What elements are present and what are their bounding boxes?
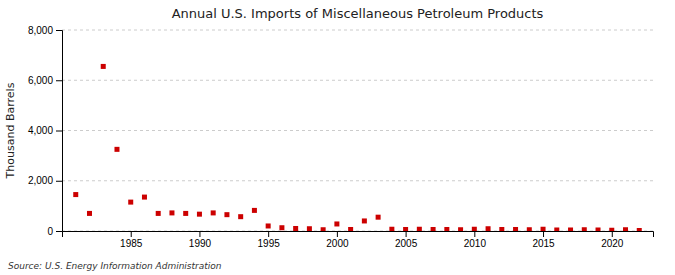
y-tick-label: 6,000 <box>28 75 53 86</box>
point <box>238 214 243 219</box>
x-tick-label: 1995 <box>258 238 281 249</box>
point <box>279 225 284 230</box>
point <box>637 228 642 231</box>
point <box>527 227 532 231</box>
point <box>252 208 257 213</box>
plot-area: 1985 1990 1995 2000 2005 2010 2015 2020 0 2,000 4,… <box>28 25 654 249</box>
point <box>431 227 436 231</box>
y-tick-label: 4,000 <box>28 125 53 136</box>
y-tick: 2,000 <box>28 175 62 186</box>
point <box>114 147 119 152</box>
y-axis: 0 2,000 4,000 6,000 8,000 <box>28 25 63 237</box>
point <box>224 212 229 217</box>
x-tick-mark <box>199 231 200 237</box>
point <box>568 227 573 231</box>
point <box>554 227 559 231</box>
point <box>348 227 353 231</box>
points <box>73 64 642 231</box>
y-axis-line <box>56 31 63 232</box>
point <box>307 226 312 231</box>
x-tick-label: 2020 <box>601 238 624 249</box>
y-tick: 8,000 <box>28 25 62 36</box>
point <box>266 223 271 228</box>
chart: 1985 1990 1995 2000 2005 2010 2015 2020 0 2,000 4,… <box>0 0 675 275</box>
grid-line <box>62 80 653 81</box>
x-tick-mark <box>131 231 132 237</box>
y-axis-title: Thousand Barrels <box>4 82 17 179</box>
point <box>183 211 188 216</box>
point <box>623 227 628 231</box>
x-tick: 1995 <box>258 231 281 249</box>
x-tick: 2000 <box>326 231 349 249</box>
point <box>142 195 147 200</box>
y-tick: 0 <box>47 226 62 237</box>
y-tick-mark <box>56 80 62 81</box>
x-tick-label: 2010 <box>464 238 487 249</box>
x-tick: 2020 <box>601 231 624 249</box>
point <box>362 218 367 223</box>
x-tick-label: 1985 <box>120 238 143 249</box>
point <box>376 215 381 220</box>
x-tick: 2015 <box>532 231 555 249</box>
point <box>472 227 477 231</box>
point <box>541 227 546 231</box>
y-tick-mark <box>56 181 62 182</box>
point <box>389 227 394 231</box>
y-tick-mark <box>56 231 62 232</box>
grid <box>62 30 653 231</box>
point <box>169 210 174 215</box>
point <box>321 227 326 231</box>
point <box>596 227 601 231</box>
source-note: Source: U.S. Energy Information Administ… <box>8 261 222 271</box>
x-tick-label: 1990 <box>189 238 212 249</box>
point <box>403 227 408 231</box>
x-tick: 2010 <box>464 231 487 249</box>
point <box>211 210 216 215</box>
point <box>582 227 587 231</box>
title: Annual U.S. Imports of Miscellaneous Pet… <box>172 6 544 21</box>
x-tick: 1985 <box>120 231 143 249</box>
x-tick-label: 2000 <box>326 238 349 249</box>
point <box>197 212 202 217</box>
point <box>486 226 491 231</box>
x-tick: 1990 <box>189 231 212 249</box>
point <box>444 227 449 231</box>
x-tick-mark <box>474 231 475 237</box>
grid-line <box>62 180 653 181</box>
point <box>156 211 161 216</box>
y-tick-mark <box>56 131 62 132</box>
point <box>87 211 92 216</box>
point <box>101 64 106 69</box>
y-tick-label: 8,000 <box>28 25 53 36</box>
point <box>334 221 339 226</box>
point <box>128 200 133 205</box>
point <box>609 228 614 231</box>
x-tick-mark <box>337 231 338 237</box>
y-tick: 4,000 <box>28 125 62 136</box>
x-axis: 1985 1990 1995 2000 2005 2010 2015 2020 <box>63 231 654 249</box>
x-axis-line <box>63 232 654 238</box>
x-tick: 2005 <box>395 231 418 249</box>
x-tick-label: 2005 <box>395 238 418 249</box>
y-tick-mark <box>56 30 62 31</box>
y-tick-label: 0 <box>47 226 53 237</box>
point <box>293 226 298 231</box>
point <box>458 227 463 231</box>
x-tick-mark <box>406 231 407 237</box>
grid-line <box>62 30 653 31</box>
grid-line <box>62 130 653 131</box>
point <box>73 192 78 197</box>
x-tick-mark <box>268 231 269 237</box>
x-tick-mark <box>612 231 613 237</box>
point <box>417 227 422 231</box>
point <box>499 227 504 231</box>
y-tick-label: 2,000 <box>28 175 53 186</box>
x-tick-label: 2015 <box>532 238 555 249</box>
x-tick-mark <box>543 231 544 237</box>
y-tick: 6,000 <box>28 75 62 86</box>
point <box>513 227 518 231</box>
